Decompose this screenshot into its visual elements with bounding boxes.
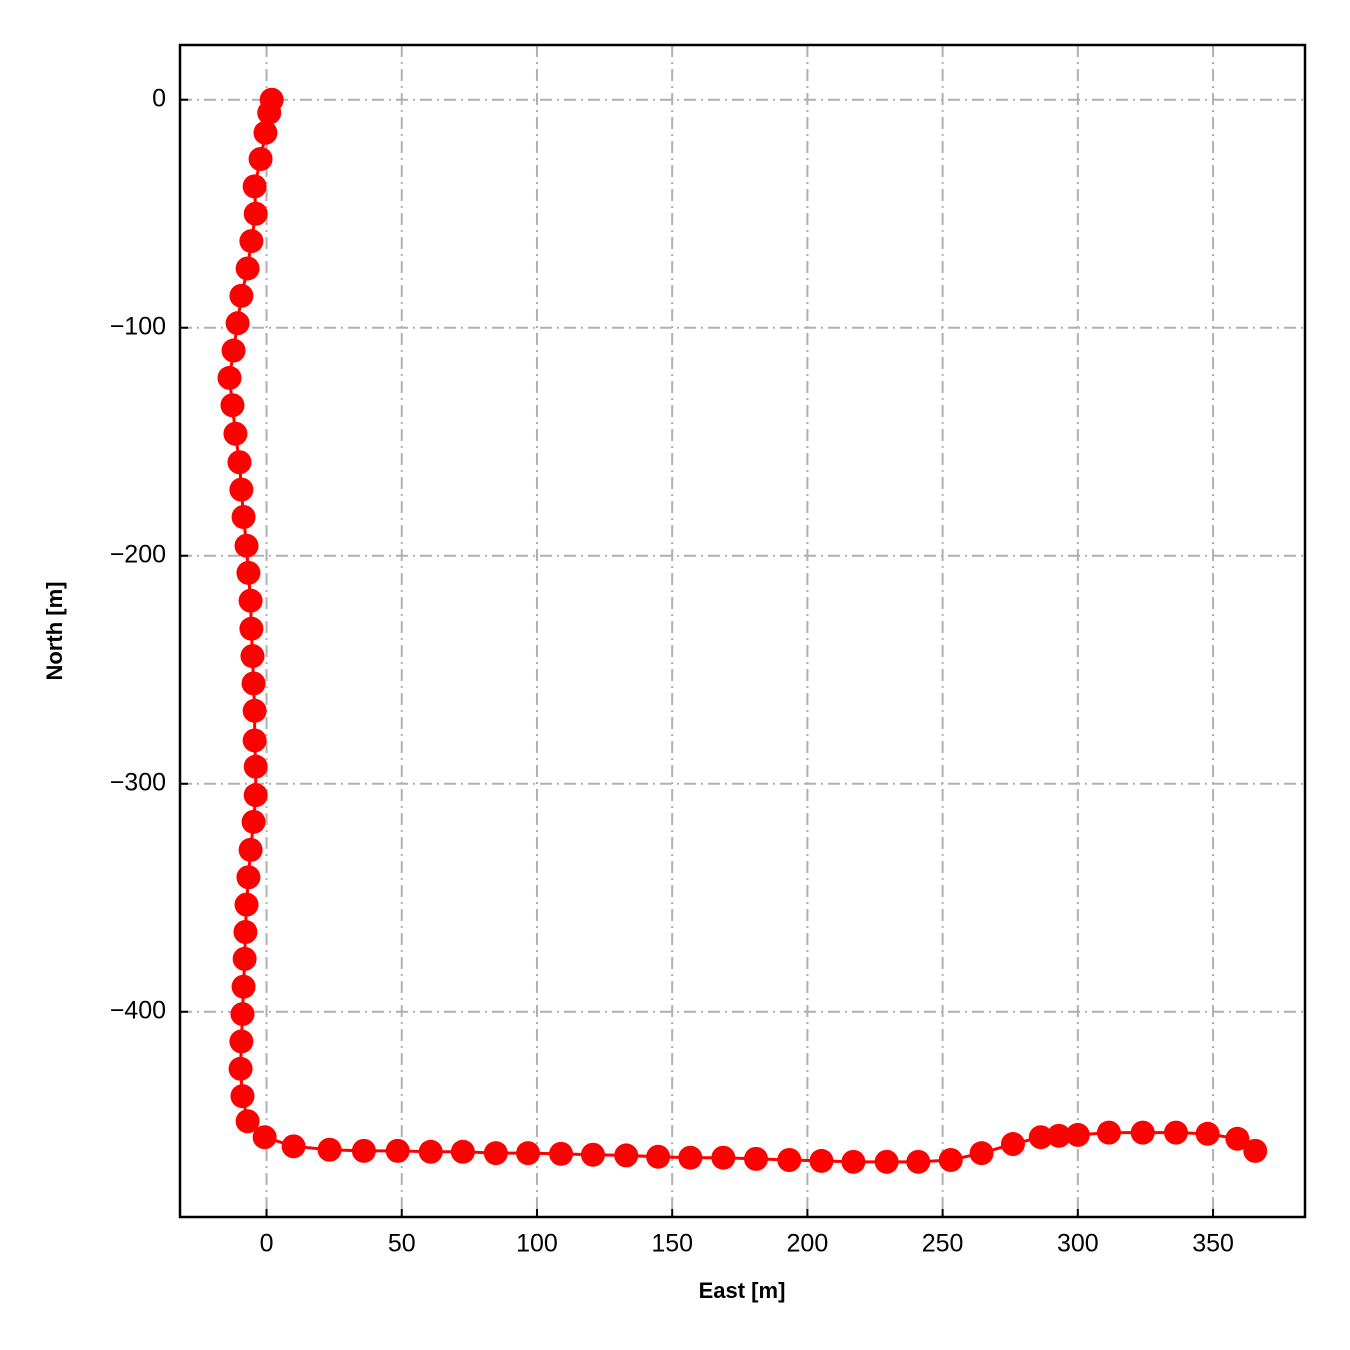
marker bbox=[809, 1148, 834, 1173]
marker bbox=[243, 201, 268, 226]
marker bbox=[229, 283, 254, 308]
line bbox=[227, 99, 1257, 1164]
marker bbox=[969, 1141, 994, 1166]
marker bbox=[242, 698, 267, 723]
marker bbox=[1028, 1125, 1053, 1150]
marker bbox=[234, 533, 259, 558]
marker bbox=[243, 783, 268, 808]
plot-frame bbox=[178, 43, 1307, 1219]
marker bbox=[228, 1056, 253, 1081]
marker bbox=[242, 174, 267, 199]
x-tick-label: 350 bbox=[1192, 1230, 1234, 1258]
marker bbox=[248, 147, 273, 172]
marker bbox=[257, 100, 282, 125]
marker bbox=[236, 560, 261, 585]
marker bbox=[243, 754, 268, 779]
marker bbox=[217, 365, 242, 390]
marker bbox=[220, 393, 245, 418]
x-tick-label: 150 bbox=[651, 1230, 693, 1258]
y-axis-label: North [m] bbox=[42, 582, 67, 681]
marker bbox=[233, 919, 258, 944]
marker bbox=[906, 1149, 931, 1174]
marker bbox=[777, 1147, 802, 1172]
marker bbox=[235, 1109, 260, 1134]
marker bbox=[1243, 1138, 1268, 1163]
y-tick-label: −100 bbox=[110, 312, 166, 340]
marker bbox=[231, 974, 256, 999]
marker bbox=[232, 946, 257, 971]
x-tick-label: 50 bbox=[388, 1230, 416, 1258]
marker bbox=[874, 1149, 899, 1174]
x-tick-label: 250 bbox=[922, 1230, 964, 1258]
marker bbox=[1130, 1120, 1155, 1145]
marker bbox=[241, 671, 266, 696]
marker bbox=[646, 1144, 671, 1169]
marker bbox=[351, 1138, 376, 1163]
marker bbox=[516, 1141, 541, 1166]
marker bbox=[242, 728, 267, 753]
y-tick-label: −200 bbox=[110, 540, 166, 568]
marker bbox=[223, 421, 248, 446]
marker bbox=[239, 229, 264, 254]
marker bbox=[1096, 1120, 1121, 1145]
marker bbox=[225, 311, 250, 336]
marker bbox=[252, 1125, 277, 1150]
marker bbox=[841, 1149, 866, 1174]
marker bbox=[614, 1143, 639, 1168]
marker bbox=[229, 1029, 254, 1054]
marker bbox=[1065, 1122, 1090, 1147]
marker bbox=[230, 1084, 255, 1109]
marker bbox=[236, 865, 261, 890]
marker bbox=[240, 644, 265, 669]
y-tick-label: 0 bbox=[152, 84, 166, 112]
marker bbox=[549, 1141, 574, 1166]
marker bbox=[711, 1145, 736, 1170]
marker bbox=[1046, 1123, 1071, 1148]
marker bbox=[385, 1138, 410, 1163]
x-tick-label: 100 bbox=[516, 1230, 558, 1258]
marker bbox=[678, 1145, 703, 1170]
x-tick-label: 0 bbox=[260, 1230, 274, 1258]
marker bbox=[281, 1134, 306, 1159]
marker bbox=[227, 450, 252, 475]
marker bbox=[1000, 1132, 1025, 1157]
x-tick-label: 200 bbox=[787, 1230, 829, 1258]
marker bbox=[938, 1147, 963, 1172]
marker bbox=[1225, 1126, 1250, 1151]
x-axis-label: East [m] bbox=[699, 1278, 786, 1303]
x-tick-label: 300 bbox=[1057, 1230, 1099, 1258]
marker bbox=[231, 504, 256, 529]
marker bbox=[235, 256, 260, 281]
marker bbox=[239, 616, 264, 641]
marker bbox=[230, 1002, 255, 1027]
marker bbox=[744, 1146, 769, 1171]
marker bbox=[418, 1139, 443, 1164]
marker bbox=[241, 809, 266, 834]
marker bbox=[317, 1137, 342, 1162]
marker bbox=[238, 837, 263, 862]
marker bbox=[1195, 1121, 1220, 1146]
marker bbox=[253, 120, 278, 145]
marker bbox=[580, 1142, 605, 1167]
marker bbox=[221, 338, 246, 363]
marker bbox=[234, 892, 259, 917]
marker bbox=[450, 1139, 475, 1164]
y-tick-label: −400 bbox=[110, 996, 166, 1024]
marker bbox=[483, 1141, 508, 1166]
marker bbox=[229, 477, 254, 502]
marker bbox=[1164, 1120, 1189, 1145]
marker bbox=[238, 588, 263, 613]
y-tick-label: −300 bbox=[110, 768, 166, 796]
